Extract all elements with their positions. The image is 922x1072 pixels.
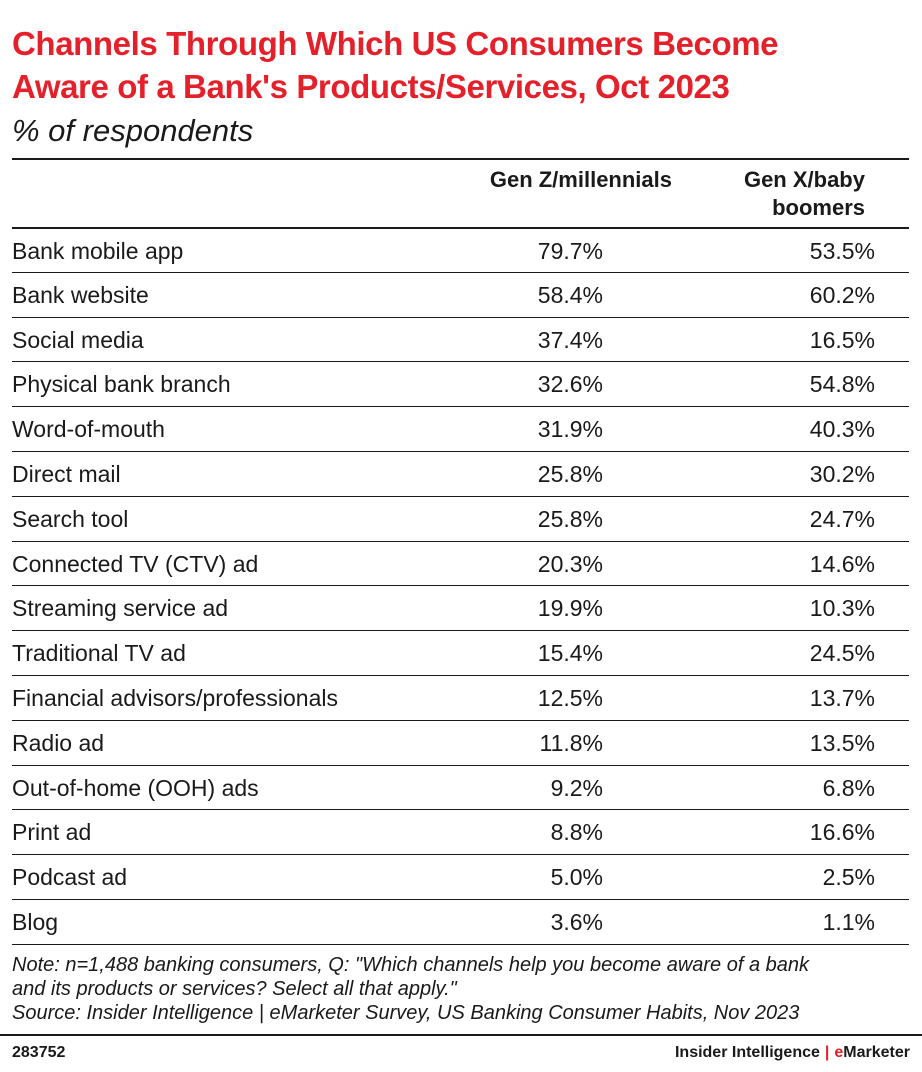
value-gen-x-baby-boomers: 13.7% <box>809 684 875 711</box>
value-gen-z-millennials: 31.9% <box>537 416 603 443</box>
value-gen-z-millennials: 79.7% <box>537 238 603 264</box>
value-gen-x-baby-boomers: 2.5% <box>822 864 875 891</box>
table-row: Search tool 25.8% 24.7% <box>12 495 909 541</box>
row-label: Traditional TV ad <box>12 640 186 667</box>
value-gen-x-baby-boomers: 1.1% <box>822 908 875 935</box>
column-header-gen-z-millennials: Gen Z/millennials <box>402 166 672 194</box>
table-row: Podcast ad 5.0% 2.5% <box>12 854 909 899</box>
note-line: Note: n=1,488 banking consumers, Q: "Whi… <box>12 954 810 976</box>
row-label: Print ad <box>12 819 92 846</box>
value-gen-z-millennials: 5.0% <box>550 864 603 891</box>
value-gen-z-millennials: 32.6% <box>537 371 603 398</box>
table-body: Bank mobile app 79.7% 53.5% Bank website 58.… <box>12 227 909 944</box>
table-row: Bank mobile app 79.7% 53.5% <box>12 227 909 272</box>
row-label: Streaming service ad <box>12 595 229 622</box>
chart-id: 283752 <box>12 1044 66 1061</box>
value-gen-z-millennials: 37.4% <box>537 326 603 353</box>
table-row: Blog 3.6% 1.1% <box>12 898 909 944</box>
table-row: Word-of-mouth 31.9% 40.3% <box>12 406 909 451</box>
table-row: Traditional TV ad 15.4% 24.5% <box>12 630 909 675</box>
brand-logo: Insider Intelligence | eMarketer <box>675 1043 910 1063</box>
value-gen-z-millennials: 58.4% <box>537 281 603 308</box>
value-gen-z-millennials: 12.5% <box>537 684 603 711</box>
value-gen-z-millennials: 25.8% <box>537 460 603 487</box>
footer-rule <box>0 1034 922 1036</box>
row-label: Blog <box>12 908 59 935</box>
value-gen-x-baby-boomers: 14.6% <box>809 550 875 577</box>
row-label: Physical bank branch <box>12 371 231 398</box>
table-row: Physical bank branch 32.6% 54.8% <box>12 361 909 406</box>
row-label: Direct mail <box>12 460 121 487</box>
table-row: Direct mail 25.8% 30.2% <box>12 450 909 496</box>
column-header-line: Gen Z/millennials <box>489 167 672 192</box>
value-gen-x-baby-boomers: 10.3% <box>809 595 875 622</box>
row-label: Social media <box>12 326 144 353</box>
value-gen-x-baby-boomers: 24.7% <box>809 505 875 532</box>
value-gen-x-baby-boomers: 24.5% <box>809 640 875 667</box>
row-label: Bank mobile app <box>12 238 184 264</box>
row-label: Connected TV (CTV) ad <box>12 550 259 577</box>
brand-name-marketer: Marketer <box>843 1044 910 1061</box>
table-row: Radio ad 11.8% 13.5% <box>12 719 909 765</box>
table-row: Social media 37.4% 16.5% <box>12 316 909 362</box>
row-label: Bank website <box>12 281 149 308</box>
value-gen-z-millennials: 20.3% <box>537 550 603 577</box>
table-bottom-rule <box>12 943 909 945</box>
value-gen-x-baby-boomers: 13.5% <box>809 729 875 756</box>
row-label: Out-of-home (OOH) ads <box>12 774 259 801</box>
value-gen-z-millennials: 11.8% <box>539 729 603 756</box>
value-gen-z-millennials: 15.4% <box>537 640 603 667</box>
value-gen-z-millennials: 3.6% <box>550 908 603 935</box>
table-top-rule <box>12 158 909 160</box>
brand-name-insider-intelligence: Insider Intelligence <box>674 1044 820 1061</box>
value-gen-z-millennials: 9.2% <box>550 774 603 801</box>
table-row: Bank website 58.4% 60.2% <box>12 271 909 317</box>
brand-separator: | <box>824 1044 830 1061</box>
row-label: Financial advisors/professionals <box>12 684 338 711</box>
source-line: Source: Insider Intelligence | eMarketer… <box>12 1002 800 1024</box>
value-gen-z-millennials: 19.9% <box>537 595 603 622</box>
column-header-gen-x-baby-boomers: Gen X/baby boomers <box>712 166 865 222</box>
value-gen-x-baby-boomers: 53.5% <box>809 238 875 264</box>
value-gen-x-baby-boomers: 30.2% <box>809 460 875 487</box>
note-line: and its products or services? Select all… <box>12 978 457 1000</box>
value-gen-x-baby-boomers: 6.8% <box>822 774 875 801</box>
column-header-line: boomers <box>772 195 865 220</box>
table-row: Financial advisors/professionals 12.5% 13.… <box>12 674 909 720</box>
row-label: Podcast ad <box>12 864 128 891</box>
chart-title: Channels Through Which US Consumers Beco… <box>12 22 907 108</box>
value-gen-x-baby-boomers: 40.3% <box>809 416 875 443</box>
chart-subtitle: % of respondents <box>12 113 254 148</box>
table-row: Print ad 8.8% 16.6% <box>12 809 909 854</box>
chart-title-line2: Aware of a Bank's Products/Services, Oct… <box>12 68 730 105</box>
row-label: Word-of-mouth <box>12 416 165 443</box>
row-label: Radio ad <box>12 729 105 756</box>
table-row: Connected TV (CTV) ad 20.3% 14.6% <box>12 540 909 586</box>
row-label: Search tool <box>12 505 129 532</box>
value-gen-x-baby-boomers: 16.6% <box>809 819 875 846</box>
value-gen-x-baby-boomers: 60.2% <box>809 281 875 308</box>
table-row: Streaming service ad 19.9% 10.3% <box>12 585 909 630</box>
chart-note: Note: n=1,488 banking consumers, Q: "Whi… <box>12 953 907 1025</box>
column-header-line: Gen X/baby <box>743 167 865 192</box>
value-gen-x-baby-boomers: 54.8% <box>809 371 875 398</box>
table-row: Out-of-home (OOH) ads 9.2% 6.8% <box>12 764 909 810</box>
value-gen-z-millennials: 8.8% <box>550 819 603 846</box>
value-gen-x-baby-boomers: 16.5% <box>809 326 875 353</box>
brand-name-e: e <box>834 1044 844 1061</box>
chart-title-line1: Channels Through Which US Consumers Beco… <box>12 25 779 62</box>
value-gen-z-millennials: 25.8% <box>537 505 603 532</box>
